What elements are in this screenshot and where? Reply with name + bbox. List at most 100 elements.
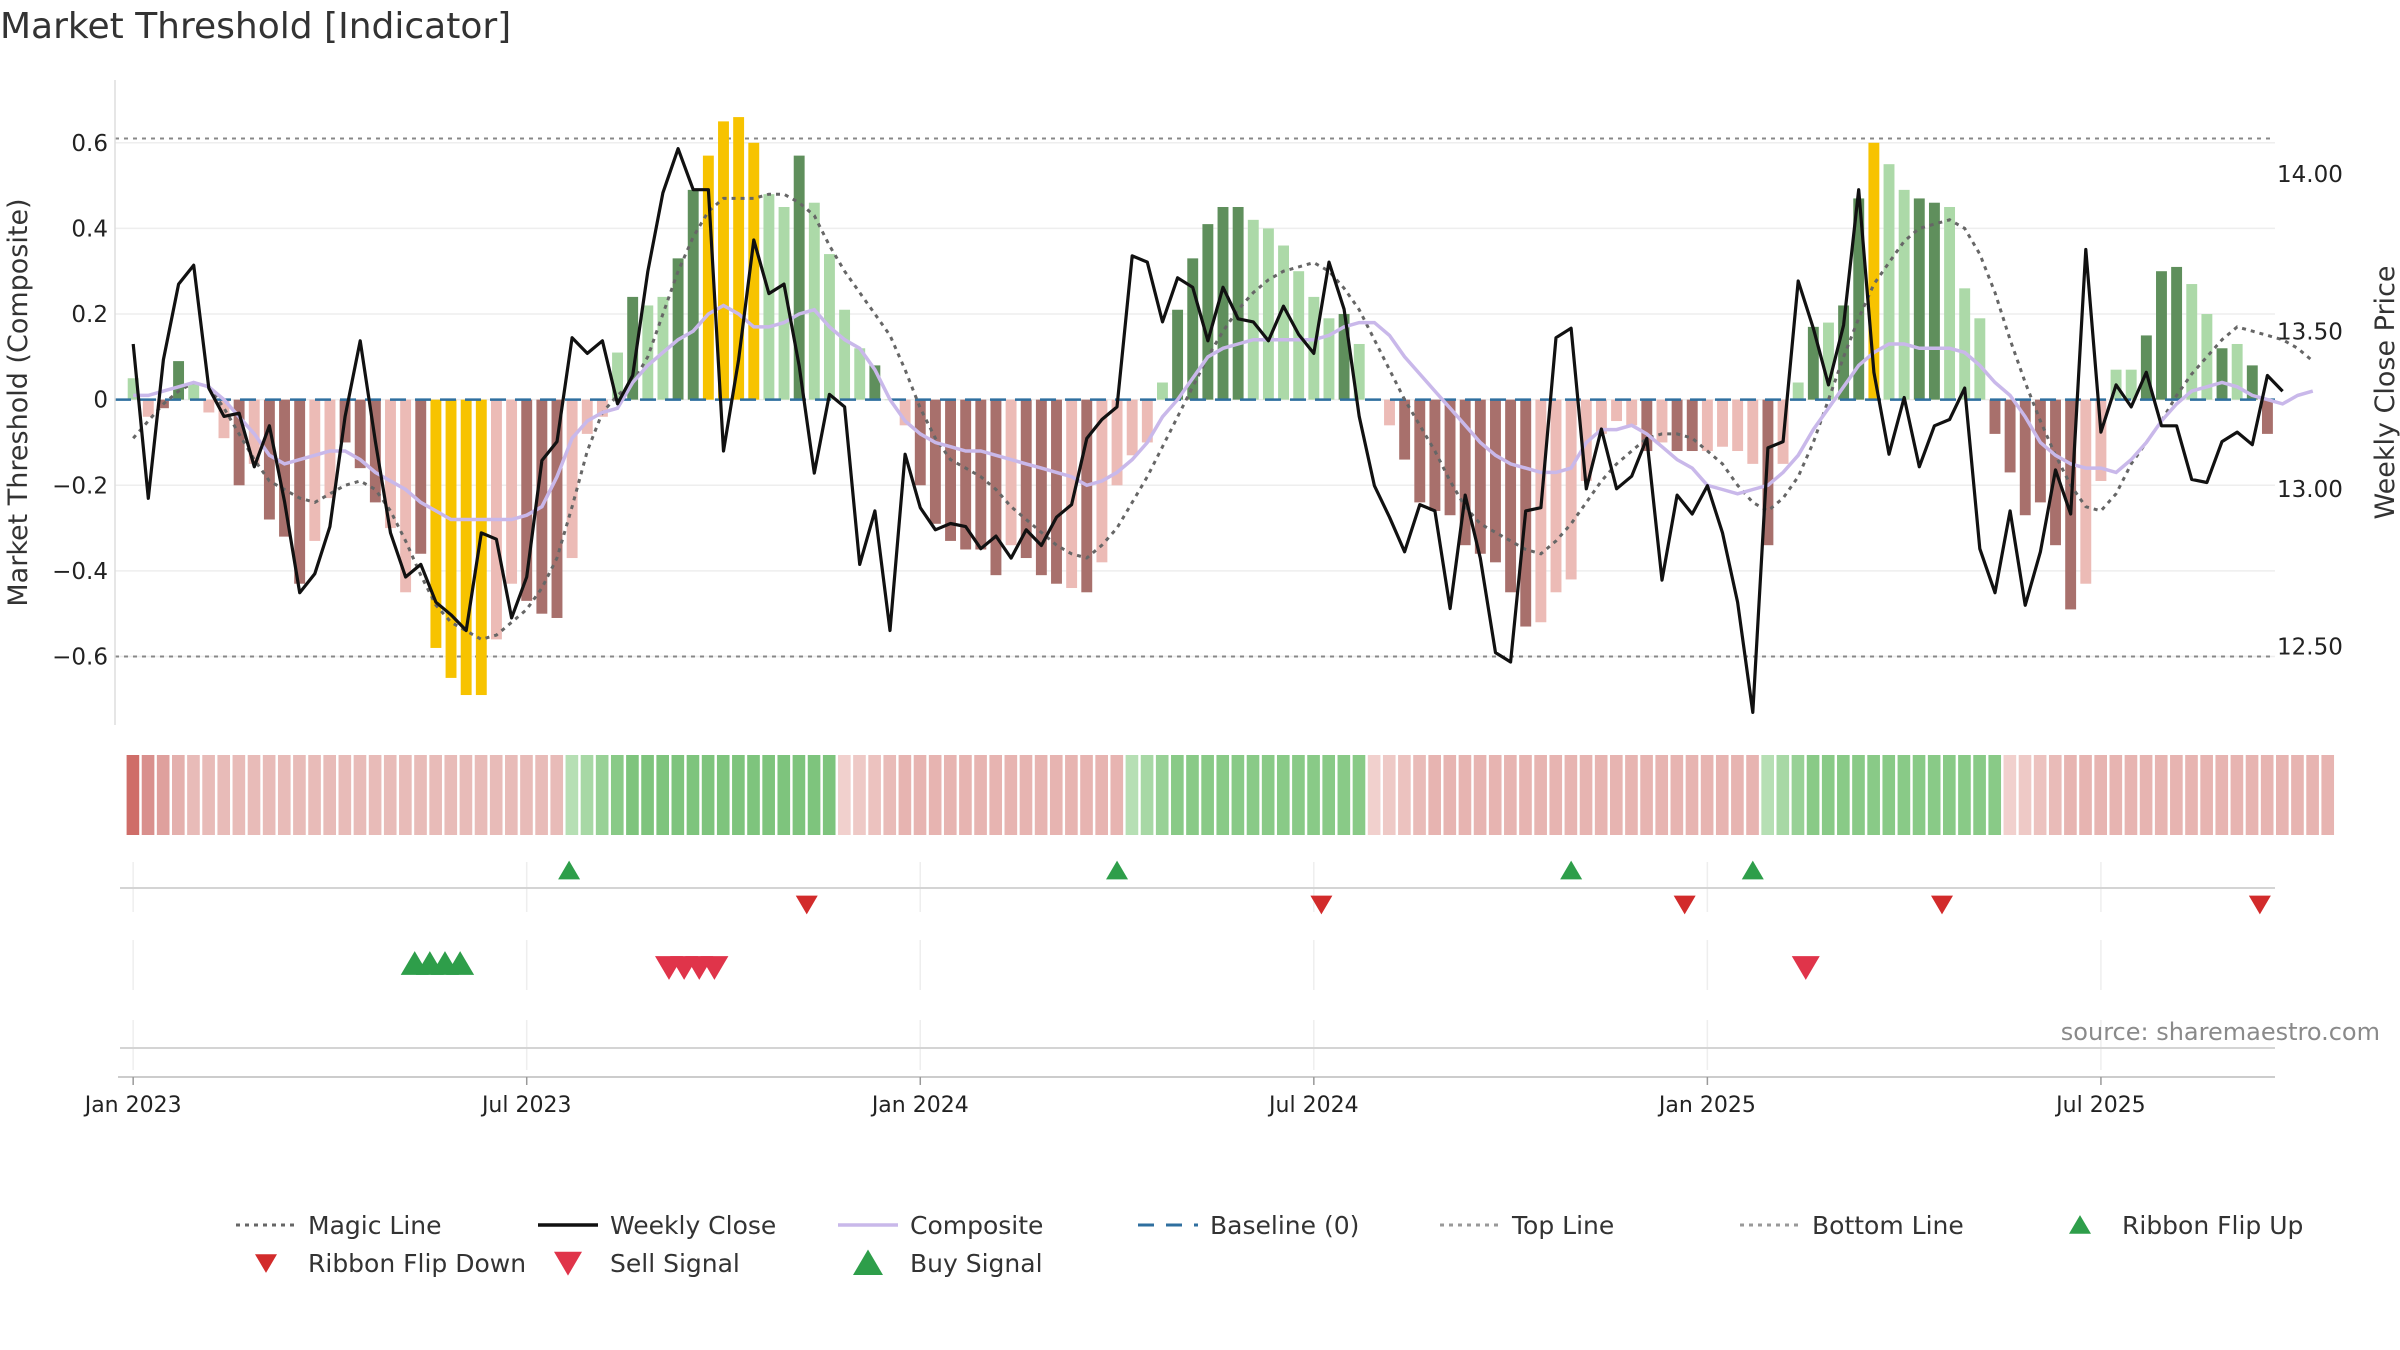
legend-item[interactable]: Weekly Close	[538, 1211, 776, 1240]
threshold-lines	[115, 137, 2275, 658]
ribbon-cell	[187, 755, 200, 835]
composite-bar	[1399, 399, 1411, 460]
ribbon-cell	[580, 755, 594, 835]
composite-bar	[2019, 399, 2031, 516]
ribbon-cell	[1428, 755, 1441, 835]
ribbon-cell	[1821, 755, 1835, 835]
ribbon-cell	[1458, 755, 1472, 835]
ribbon-cell	[429, 755, 442, 835]
composite-bar	[1262, 228, 1274, 400]
legend[interactable]: Magic Line Weekly Close Composite Baseline …	[236, 1211, 2303, 1278]
composite-bar	[218, 399, 230, 439]
composite-bar	[2216, 348, 2228, 400]
y2-tick-label: 13.50	[2277, 319, 2343, 345]
composite-bar	[1641, 399, 1653, 452]
ribbon-cell	[1231, 755, 1245, 835]
ribbon-cell	[2185, 755, 2198, 835]
composite-bar	[1066, 399, 1078, 589]
ribbon-cell	[716, 755, 730, 835]
ribbon-cell	[550, 755, 564, 835]
composite-bar	[1671, 399, 1683, 452]
ribbon-cell	[1852, 755, 1865, 835]
ribbon-cell	[1927, 755, 1941, 835]
legend-item[interactable]: Bottom Line	[1740, 1211, 1964, 1240]
x-tick-label: Jul 2024	[1267, 1093, 1359, 1118]
legend-item[interactable]: Ribbon Flip Down	[255, 1249, 526, 1278]
composite-bar	[1656, 399, 1668, 443]
composite-bar	[642, 305, 654, 400]
ribbon-cell	[1140, 755, 1154, 835]
ribbon-cell	[474, 755, 488, 835]
ribbon-cell	[1443, 755, 1457, 835]
ribbon-cell	[2079, 755, 2092, 835]
legend-label: Top Line	[1511, 1211, 1614, 1240]
legend-item[interactable]: Baseline (0)	[1138, 1211, 1359, 1240]
legend-swatch	[2069, 1215, 2091, 1234]
ribbon-cell	[913, 755, 927, 835]
composite-bar	[203, 399, 215, 413]
composite-bar	[612, 352, 623, 400]
ribbon-cell	[2139, 755, 2153, 835]
ribbon-cell	[262, 755, 276, 835]
composite-bar	[596, 399, 608, 417]
ribbon-cell	[2094, 755, 2107, 835]
composite-bar	[1141, 399, 1153, 443]
composite-bar	[1747, 399, 1759, 464]
weekly-close-line	[131, 147, 2284, 715]
ribbon-cell	[1625, 755, 1638, 835]
composite-bar	[294, 399, 306, 584]
composite-bar	[233, 399, 245, 486]
ribbon-cell	[1504, 755, 1517, 835]
axes: 0.6 0.4 0.2 0 −0.2 −0.4 −0.6 14.00 13.50 13.00 12.…	[3, 80, 2400, 725]
ribbon-cell	[974, 755, 987, 835]
ribbon-cell	[1746, 755, 1759, 835]
ribbon-cell	[2306, 755, 2319, 835]
ribbon-cell	[520, 755, 533, 835]
composite-bar	[1565, 399, 1577, 580]
legend-label: Bottom Line	[1812, 1211, 1964, 1240]
ribbon-cell	[2154, 755, 2168, 835]
y2-tick-label: 14.00	[2277, 162, 2343, 188]
ribbon-cell	[2064, 755, 2077, 835]
ribbon-cell	[1216, 755, 1230, 835]
composite-bar	[793, 155, 805, 400]
composite-bar	[2095, 399, 2107, 481]
composite-bar	[1353, 343, 1365, 400]
composite-bar	[672, 258, 684, 400]
composite-bar	[1444, 399, 1456, 516]
ribbon-cell	[2321, 755, 2335, 835]
ribbon-cell	[2215, 755, 2229, 835]
legend-item[interactable]: Top Line	[1440, 1211, 1614, 1240]
ribbon-cell	[414, 755, 427, 835]
legend-label: Magic Line	[308, 1211, 442, 1240]
composite-bar	[127, 378, 139, 400]
ribbon-cell	[217, 755, 231, 835]
composite-bar	[581, 399, 593, 434]
magic-line	[132, 192, 2314, 642]
ribbon-cell	[1155, 755, 1169, 835]
ribbon-cell	[701, 755, 715, 835]
composite-bar	[521, 399, 533, 601]
legend-item[interactable]: Buy Signal	[853, 1249, 1043, 1278]
composite-bar	[475, 399, 487, 696]
ribbon-cell	[338, 755, 352, 835]
ribbon-cell	[838, 755, 851, 835]
composite-bar	[1217, 206, 1229, 400]
ribbon-flip-up-marker	[558, 860, 581, 880]
composite-bar	[2125, 369, 2137, 400]
ribbon-cell	[1640, 755, 1653, 835]
ribbon-cell	[2260, 755, 2274, 835]
ribbon-cell	[2291, 755, 2304, 835]
ribbon-cell	[807, 755, 821, 835]
legend-item[interactable]: Sell Signal	[554, 1249, 740, 1278]
composite-bar	[173, 361, 185, 400]
legend-item[interactable]: Composite	[838, 1211, 1043, 1240]
legend-item[interactable]: Magic Line	[236, 1211, 442, 1240]
legend-label: Composite	[910, 1211, 1043, 1240]
composite-bar	[2261, 399, 2273, 434]
composite-bar	[2080, 399, 2092, 584]
legend-item[interactable]: Ribbon Flip Up	[2069, 1211, 2303, 1240]
x-tick-label: Jul 2023	[480, 1093, 572, 1118]
ribbon-cell	[353, 755, 367, 835]
sell-signal-marker	[1791, 956, 1820, 980]
